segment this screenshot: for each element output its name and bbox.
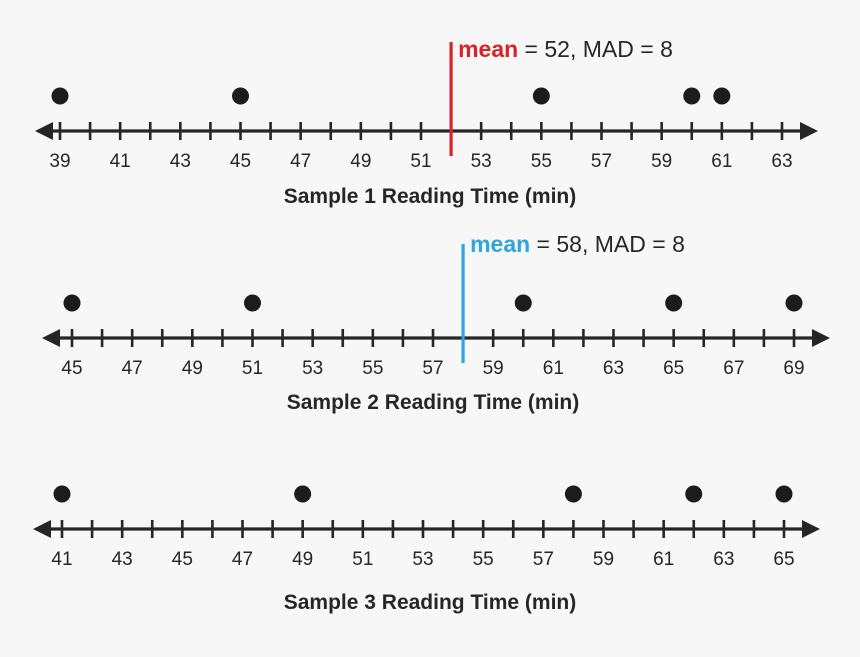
tick-label: 43: [170, 151, 191, 172]
mean-mad-value: = 52, MAD = 8: [518, 36, 673, 62]
left-arrow-icon: [35, 122, 53, 140]
data-point: [51, 87, 69, 105]
tick-label: 49: [182, 358, 203, 379]
left-arrow-icon: [33, 520, 51, 538]
tick-label: 41: [51, 549, 72, 570]
axis-title: Sample 2 Reading Time (min): [287, 391, 580, 414]
tick-label: 59: [593, 549, 614, 570]
tick-label: 47: [290, 151, 311, 172]
data-point: [514, 294, 532, 312]
mean-keyword: mean: [458, 36, 518, 62]
data-point: [232, 87, 249, 105]
sample-3-dot-plot: 41 43 45 47 49 51 53 55 57 59 61 63 65 Sample 3 Readi…: [33, 485, 820, 614]
tick-label: 51: [242, 358, 263, 379]
tick-label: 53: [302, 358, 323, 379]
data-point: [564, 485, 582, 503]
data-point: [775, 485, 793, 503]
tick-label: 51: [410, 151, 431, 172]
right-arrow-icon: [812, 329, 830, 347]
tick-label: 59: [651, 151, 672, 172]
tick-label: 69: [783, 358, 804, 379]
tick-label: 47: [122, 358, 143, 379]
tick-label: 57: [533, 549, 554, 570]
tick-label: 57: [422, 358, 443, 379]
mean-mad-value: = 58, MAD = 8: [530, 231, 685, 257]
tick-label: 65: [663, 358, 684, 379]
tick-label: 39: [49, 151, 70, 172]
data-point: [785, 294, 803, 312]
tick-label: 65: [773, 549, 794, 570]
tick-label: 63: [771, 151, 792, 172]
tick-label: 55: [362, 358, 383, 379]
tick-label: 45: [61, 358, 82, 379]
tick-label: 57: [591, 151, 612, 172]
sample-1-dot-plot: 39 41 43 45 47 49 51 53 55 57 59 61 63 mean = 52, MAD…: [35, 36, 818, 208]
sample-2-dot-plot: 45 47 49 51 53 55 57 59 61 63 65 67 69 mean = 58, MAD…: [42, 231, 830, 414]
tick-label: 49: [292, 549, 313, 570]
tick-label: 63: [603, 358, 624, 379]
data-point: [713, 87, 731, 105]
tick-label: 55: [473, 549, 494, 570]
mean-mad-annotation: mean = 52, MAD = 8: [458, 36, 673, 62]
left-arrow-icon: [42, 329, 60, 347]
tick-label: 61: [653, 549, 674, 570]
tick-label: 61: [711, 151, 732, 172]
mean-keyword: mean: [470, 231, 530, 257]
data-point: [665, 294, 683, 312]
data-point: [53, 485, 71, 503]
tick-label: 63: [713, 549, 734, 570]
right-arrow-icon: [800, 122, 818, 140]
tick-label: 45: [172, 549, 193, 570]
data-point: [683, 87, 701, 105]
right-arrow-icon: [802, 520, 820, 538]
data-point: [244, 294, 261, 312]
data-point: [685, 485, 703, 503]
tick-label: 53: [471, 151, 492, 172]
tick-label: 53: [412, 549, 433, 570]
tick-label: 67: [723, 358, 744, 379]
axis-title: Sample 3 Reading Time (min): [284, 591, 577, 614]
data-point: [294, 485, 312, 503]
tick-label: 51: [352, 549, 373, 570]
data-point: [63, 294, 81, 312]
tick-label: 59: [483, 358, 504, 379]
data-point: [532, 87, 550, 105]
tick-label: 43: [112, 549, 133, 570]
axis-title: Sample 1 Reading Time (min): [284, 185, 577, 208]
tick-label: 49: [350, 151, 371, 172]
tick-label: 61: [543, 358, 564, 379]
tick-label: 45: [230, 151, 251, 172]
tick-label: 41: [110, 151, 131, 172]
tick-label: 47: [232, 549, 253, 570]
mean-mad-annotation: mean = 58, MAD = 8: [470, 231, 685, 257]
tick-label: 55: [531, 151, 552, 172]
